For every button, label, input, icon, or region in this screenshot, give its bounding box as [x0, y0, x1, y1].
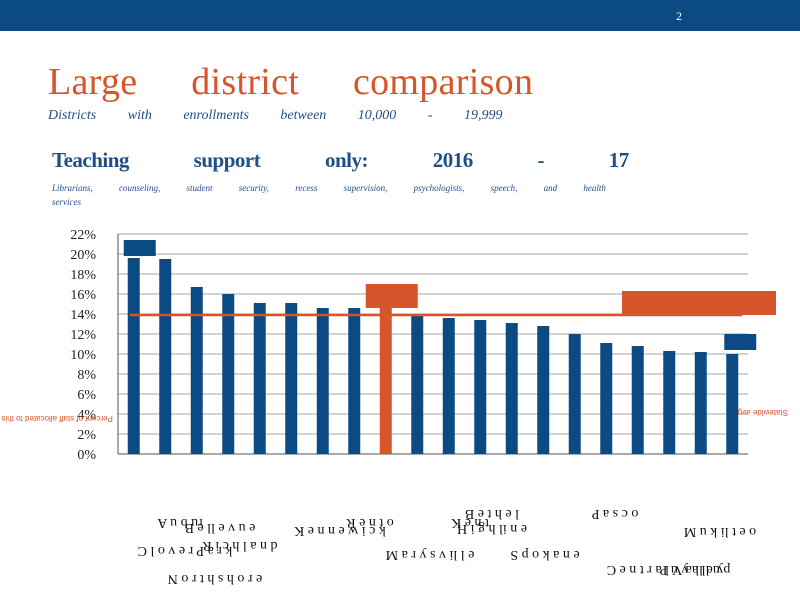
- bar: [253, 303, 266, 454]
- x-tick-label: k c i w e n n e K: [294, 523, 386, 538]
- page-title: Large district comparison: [48, 61, 534, 103]
- x-tick-label: l e h t e B: [465, 506, 519, 521]
- y-tick-label: 16%: [70, 288, 96, 303]
- y-tick-label: 8%: [77, 368, 96, 383]
- page-subtitle: Districts with enrollments between 10,00…: [48, 108, 503, 123]
- y-tick-label: 0%: [77, 448, 96, 463]
- y-tick-label: 12%: [70, 328, 96, 343]
- bar: [474, 320, 487, 454]
- y-tick-label: 14%: [70, 308, 96, 323]
- bar: [726, 354, 739, 454]
- bar: [505, 323, 518, 454]
- bar: [348, 308, 361, 454]
- x-tick-label: o t n e R: [346, 515, 394, 530]
- y-tick-label: 6%: [77, 388, 96, 403]
- y-tick-label: 20%: [70, 248, 96, 263]
- bar: [631, 346, 644, 454]
- bar: [600, 343, 613, 454]
- bar: [663, 351, 676, 454]
- section-title: Teaching support only: 2016 - 17: [52, 148, 629, 172]
- bar-highlight: [379, 308, 392, 454]
- x-tick-label: k r a P r e v o l C: [138, 543, 233, 558]
- x-tick-label: t n e K: [451, 515, 489, 530]
- bar: [159, 259, 172, 454]
- page-number: 2: [676, 9, 682, 23]
- bar: [222, 294, 235, 454]
- bar: [190, 287, 203, 454]
- highlight-value-box: [365, 284, 418, 308]
- x-tick-label: y e ll a V l a r t n e C: [607, 562, 724, 577]
- x-tick-label: o e t li k u M: [683, 524, 756, 539]
- bar: [568, 334, 581, 454]
- bar: [285, 303, 298, 454]
- average-value-box: [622, 291, 776, 315]
- bar: [411, 316, 424, 454]
- header-bar: 2: [0, 0, 800, 31]
- bar: [694, 352, 707, 454]
- x-tick-label: o c s a P: [591, 506, 638, 521]
- y-tick-label: 22%: [70, 228, 96, 243]
- bar: [316, 308, 329, 454]
- left-side-label: Percent of staff allocated to this area: [0, 414, 113, 423]
- x-tick-label: e n il h g i H: [457, 521, 527, 536]
- y-tick-label: 10%: [70, 348, 96, 363]
- x-tick-label: e l li v s y r a M: [385, 547, 474, 562]
- x-tick-label: p u ll a y u P: [659, 562, 730, 577]
- max-value-box: [123, 240, 156, 256]
- x-tick-label: ru b u A: [156, 515, 202, 530]
- x-tick-label: d n a l h c i R: [202, 538, 278, 553]
- x-tick-label: e u v e ll e B: [185, 520, 256, 535]
- y-tick-label: 18%: [70, 268, 96, 283]
- bar: [537, 326, 550, 454]
- x-tick-label: e r o h s h t r o N: [168, 571, 263, 586]
- y-tick-label: 4%: [77, 408, 96, 423]
- x-tick-label: e n a k o p S: [510, 547, 579, 562]
- right-side-label: Statewide avg: [738, 408, 788, 417]
- section-description: Librarians, counseling, student security…: [52, 183, 606, 207]
- min-value-box: [724, 334, 757, 350]
- bar: [127, 258, 140, 454]
- bar: [442, 318, 455, 454]
- y-tick-label: 2%: [77, 428, 96, 443]
